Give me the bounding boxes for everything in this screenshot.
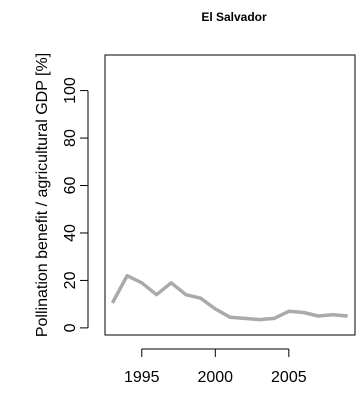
y-tick-label: 0 (62, 323, 79, 332)
y-axis: 0 20 40 60 80 100 (62, 77, 89, 332)
x-tick-label: 1995 (124, 369, 160, 386)
chart-title: El Salvador (201, 10, 267, 24)
x-axis: 1995 2000 2005 (124, 348, 307, 386)
series-layer (110, 273, 348, 322)
plot-frame (104, 54, 356, 336)
y-axis-label: Pollination benefit / agricultural GDP [… (34, 53, 51, 337)
x-tick-label: 2005 (271, 369, 307, 386)
series-line (110, 273, 348, 322)
y-tick-label: 20 (62, 271, 79, 289)
y-tick-label: 100 (62, 77, 79, 104)
y-tick-label: 60 (62, 177, 79, 195)
y-tick-label: 80 (62, 129, 79, 147)
y-tick-label: 40 (62, 224, 79, 242)
x-tick-label: 2000 (197, 369, 233, 386)
